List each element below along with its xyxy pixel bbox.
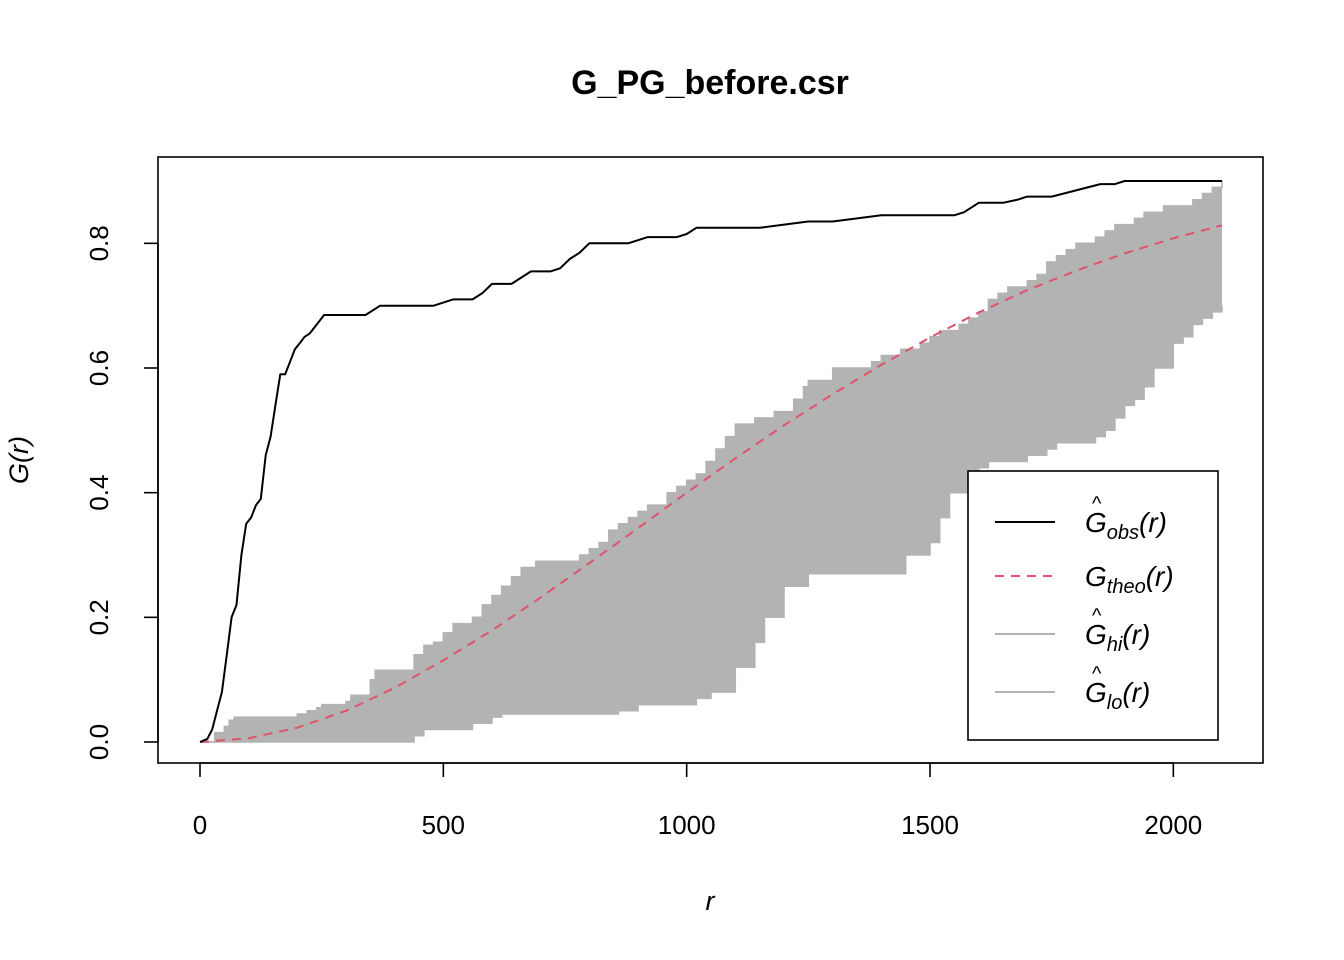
legend-item-obs: Gobs(r)^ (995, 493, 1167, 544)
legend-item-lo: Glo(r)^ (995, 663, 1150, 714)
legend-item-theo: Gtheo(r) (995, 561, 1174, 598)
y-tick-label: 0.4 (84, 475, 114, 511)
series-lo-line (200, 305, 1223, 743)
x-tick-label: 1000 (658, 810, 716, 840)
legend-label: Ghi(r) (1085, 619, 1150, 656)
series-lines-layer (199, 180, 1223, 743)
legend-item-hi: Ghi(r)^ (995, 605, 1150, 656)
legend-box (967, 470, 1219, 741)
y-tick-label: 0.8 (84, 225, 114, 261)
x-tick-label: 0 (193, 810, 207, 840)
x-axis: 0 500 1000 1500 2000 (193, 762, 1202, 840)
x-axis-label: r (706, 886, 716, 916)
legend-label: Glo(r) (1085, 677, 1150, 714)
envelope-band-layer (200, 181, 1223, 743)
legend-hat: ^ (1092, 493, 1102, 515)
legend: Gobs(r)^Gtheo(r)Ghi(r)^Glo(r)^ (967, 470, 1219, 741)
x-tick-label: 1500 (901, 810, 959, 840)
y-axis: 0.0 0.2 0.4 0.6 0.8 (84, 225, 159, 760)
y-tick-label: 0.2 (84, 599, 114, 635)
series-hi-line (200, 181, 1223, 743)
chart-title: G_PG_before.csr (571, 64, 849, 102)
series-obs-line (199, 180, 1222, 743)
y-tick-label: 0.6 (84, 350, 114, 386)
legend-items: Gobs(r)^Gtheo(r)Ghi(r)^Glo(r)^ (995, 493, 1174, 714)
x-tick-label: 500 (422, 810, 465, 840)
legend-label: Gtheo(r) (1085, 561, 1174, 598)
x-tick-label: 2000 (1144, 810, 1202, 840)
y-tick-label: 0.0 (84, 724, 114, 760)
legend-label: Gobs(r) (1085, 507, 1167, 544)
legend-hat: ^ (1092, 605, 1102, 627)
legend-hat: ^ (1092, 663, 1102, 685)
series-theo-line (199, 224, 1223, 743)
y-axis-label: G(r) (4, 436, 34, 484)
